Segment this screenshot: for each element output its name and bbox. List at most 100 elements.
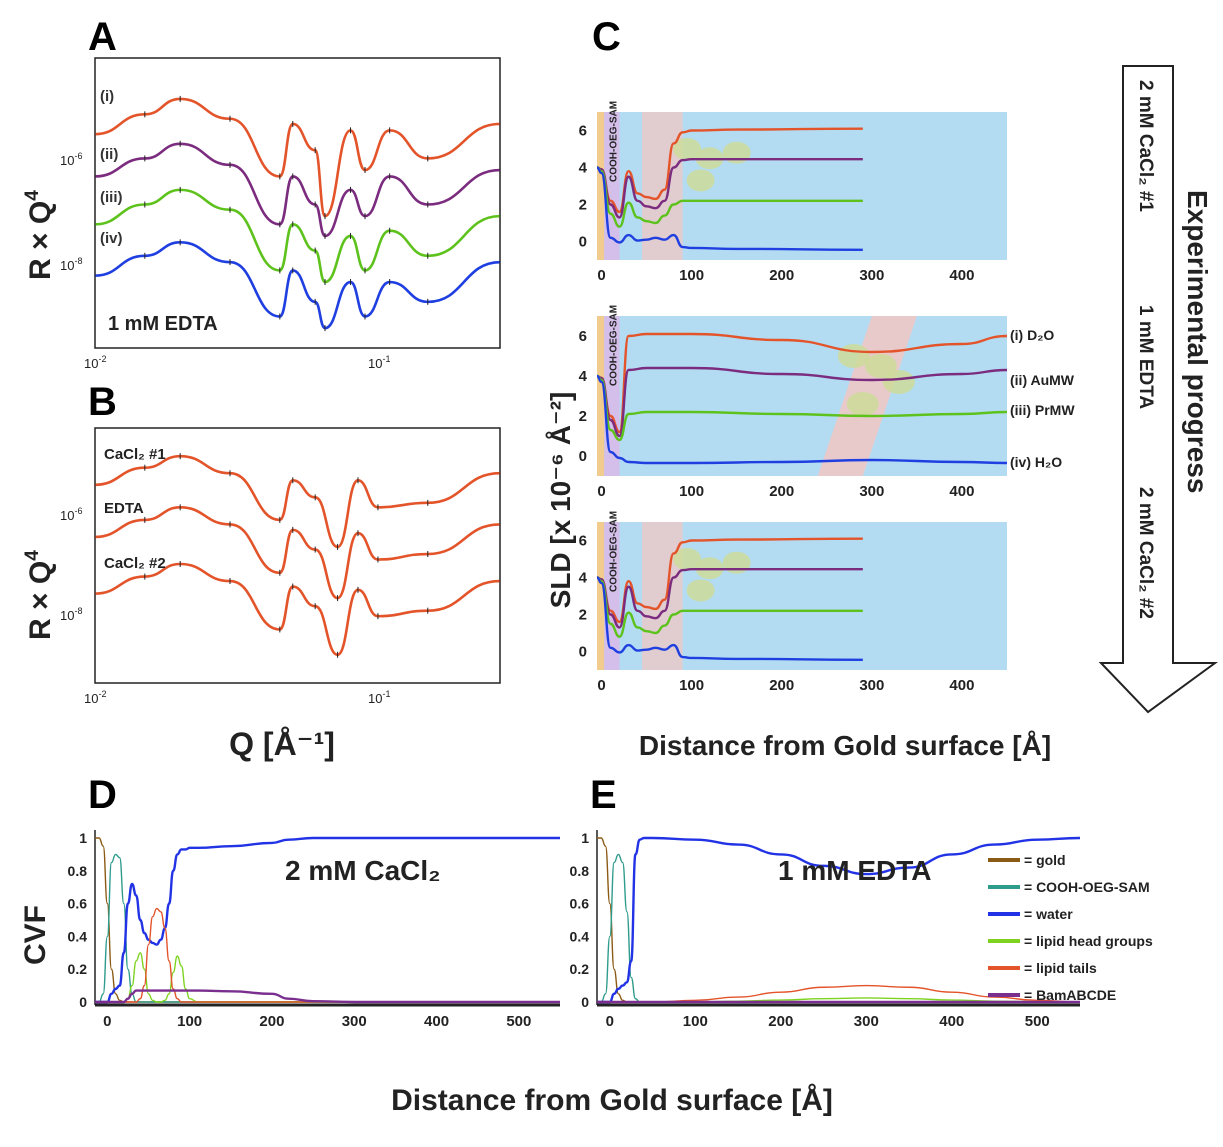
panel-c-sub1-ytick: 4: [579, 160, 588, 177]
panel-d-ylabel: CVF: [19, 905, 52, 965]
panel-b: CaCl₂ #1 EDTA CaCl₂ #2 10-6 10-8 10-2 10…: [22, 428, 500, 706]
panel-b-xtick-1: 10-2: [84, 689, 106, 706]
panel-d: 0 0.2 0.4 0.6 0.8 1 0 100 200 300 400 500 2 mM CaCl…: [19, 830, 560, 1030]
panel-d-xtick: 500: [506, 1013, 531, 1030]
panel-c-sub2-xtick: 100: [679, 483, 704, 500]
panel-e-xtick: 100: [683, 1013, 708, 1030]
panel-d-xtick: 100: [177, 1013, 202, 1030]
panel-a-series-label-2: (ii): [100, 146, 118, 163]
panel-b-ytick-1: 10-6: [60, 506, 82, 523]
panel-a-ytick-2: 10-8: [60, 256, 82, 273]
panel-c-sub3-xtick: 200: [769, 677, 794, 694]
panel-c-sub2-ytick: 2: [579, 408, 587, 425]
panel-c-sub2-ytick: 6: [579, 328, 587, 345]
experimental-progress-arrow: 2 mM CaCl₂ #1 1 mM EDTA 2 mM CaCl₂ #2 Ex…: [1101, 66, 1215, 712]
panel-c-sub2-protein-blob: [847, 392, 879, 416]
panel-e-ytick: 0: [581, 994, 589, 1010]
panel-c-sub3-ytick: 6: [579, 533, 587, 550]
panel-c-sub2-xtick: 400: [949, 483, 974, 500]
panel-d-xtick: 300: [342, 1013, 367, 1030]
panel-c-sub3-protein-blob: [687, 579, 715, 601]
panel-letter-a: A: [88, 15, 117, 59]
panel-c-sub1-ytick: 6: [579, 123, 587, 140]
cvf-legend: = gold = COOH-OEG-SAM = water = lipid head …: [988, 852, 1153, 1003]
panel-c-sub3-gold-layer: [597, 522, 604, 670]
panel-e-ytick: 1: [581, 830, 589, 846]
panel-d-annotation: 2 mM CaCl₂: [285, 855, 441, 886]
panel-c-sub1-xtick: 400: [949, 267, 974, 284]
panel-c-xlabel: Distance from Gold surface [Å]: [639, 730, 1051, 761]
panel-e-ytick: 0.4: [570, 928, 590, 944]
panel-e-ytick: 0.8: [570, 863, 590, 879]
panel-c-series-label-4: (iv) H₂O: [1010, 454, 1062, 470]
panel-d-series-line-4: [95, 953, 560, 1002]
panel-d-ytick: 0.8: [68, 863, 88, 879]
panel-d-ytick: 0: [79, 994, 87, 1010]
panel-c-sub1-xtick: 0: [597, 267, 605, 284]
panel-c-sub1-ytick: 0: [579, 234, 587, 251]
panel-b-ytick-2: 10-8: [60, 606, 82, 623]
panel-e-xtick: 400: [939, 1013, 964, 1030]
panel-c-sub1-ytick: 2: [579, 197, 587, 214]
panel-c-sub2-xtick: 0: [597, 483, 605, 500]
panel-letter-b: B: [88, 380, 117, 424]
panel-e-xtick: 300: [854, 1013, 879, 1030]
panel-d-series-line-5: [95, 909, 560, 1002]
panel-letter-d: D: [88, 773, 117, 817]
panel-c-sub3-sam-label: COOH-OEG-SAM: [608, 511, 619, 592]
panel-c-ylabel: SLD [x 10⁻⁶ Å⁻²]: [545, 392, 576, 609]
panel-c-sub1-sam-label: COOH-OEG-SAM: [608, 101, 619, 182]
panel-c-sub2-ytick: 4: [579, 368, 588, 385]
panel-a: (i) (ii) (iii) (iv) 1 mM EDTA 10-6 10-8 …: [22, 58, 500, 371]
panel-e-ytick: 0.2: [570, 961, 590, 977]
panel-b-label-edta: EDTA: [104, 500, 144, 517]
panel-c-sub3-protein-blob: [723, 552, 751, 574]
legend-label: = gold: [1024, 852, 1066, 868]
panel-c-sub1-gold-layer: [597, 112, 604, 260]
panel-b-label-cacl2-2: CaCl₂ #2: [104, 555, 166, 572]
panel-d-ytick: 0.4: [68, 928, 88, 944]
legend-label: = COOH-OEG-SAM: [1024, 879, 1150, 895]
panel-c-sub2-protein-blob: [883, 370, 915, 394]
panel-b-label-cacl2-1: CaCl₂ #1: [104, 446, 166, 463]
panel-c-series-label-2: (ii) AuMW: [1010, 372, 1075, 388]
panel-c-sub3-ytick: 0: [579, 644, 587, 661]
panel-d-ytick: 0.2: [68, 961, 88, 977]
panel-e-annotation: 1 mM EDTA: [778, 855, 932, 886]
panel-c-sub2-gold-layer: [597, 316, 604, 476]
panel-c-sub2-xtick: 200: [769, 483, 794, 500]
arrow-step-1: 2 mM CaCl₂ #1: [1135, 80, 1156, 212]
panel-a-ylabel: R × Q4: [22, 190, 57, 280]
panel-d-ytick: 1: [79, 830, 87, 846]
panel-c-sub3-ytick: 4: [579, 570, 588, 587]
panel-d-xtick: 0: [103, 1013, 111, 1030]
panel-c-sub3-xtick: 0: [597, 677, 605, 694]
arrow-step-2: 1 mM EDTA: [1135, 305, 1156, 409]
panel-c-sub1-xtick: 300: [859, 267, 884, 284]
panel-d-ytick: 0.6: [68, 896, 88, 912]
panel-c-sub3-xtick: 300: [859, 677, 884, 694]
panel-c-sub1-xtick: 200: [769, 267, 794, 284]
legend-label: = water: [1024, 906, 1073, 922]
panel-c-sub3-xtick: 400: [949, 677, 974, 694]
panel-e-xtick: 0: [606, 1013, 614, 1030]
panel-c-sub1-protein-blob: [687, 169, 715, 191]
panel-c-sub2-ytick: 0: [579, 448, 587, 465]
arrow-title: Experimental progress: [1182, 190, 1213, 493]
panel-d-xtick: 200: [259, 1013, 284, 1030]
panel-letter-e: E: [590, 773, 617, 817]
panel-c-series-label-1: (i) D₂O: [1010, 327, 1054, 343]
panel-b-xtick-2: 10-1: [368, 689, 390, 706]
panel-c-sub1-xtick: 100: [679, 267, 704, 284]
panel-a-series-label-3: (iii): [100, 189, 123, 206]
legend-label: = lipid tails: [1024, 960, 1097, 976]
q-axis-label: Q [Å⁻¹]: [229, 726, 335, 762]
panel-a-series-label-4: (iv): [100, 230, 123, 247]
panel-b-ylabel: R × Q4: [22, 550, 57, 640]
panel-letter-c: C: [592, 15, 621, 59]
panel-e-xtick: 500: [1025, 1013, 1050, 1030]
arrow-step-3: 2 mM CaCl₂ #2: [1135, 487, 1156, 619]
panel-e-xtick: 200: [768, 1013, 793, 1030]
panel-a-series-label-1: (i): [100, 88, 114, 105]
